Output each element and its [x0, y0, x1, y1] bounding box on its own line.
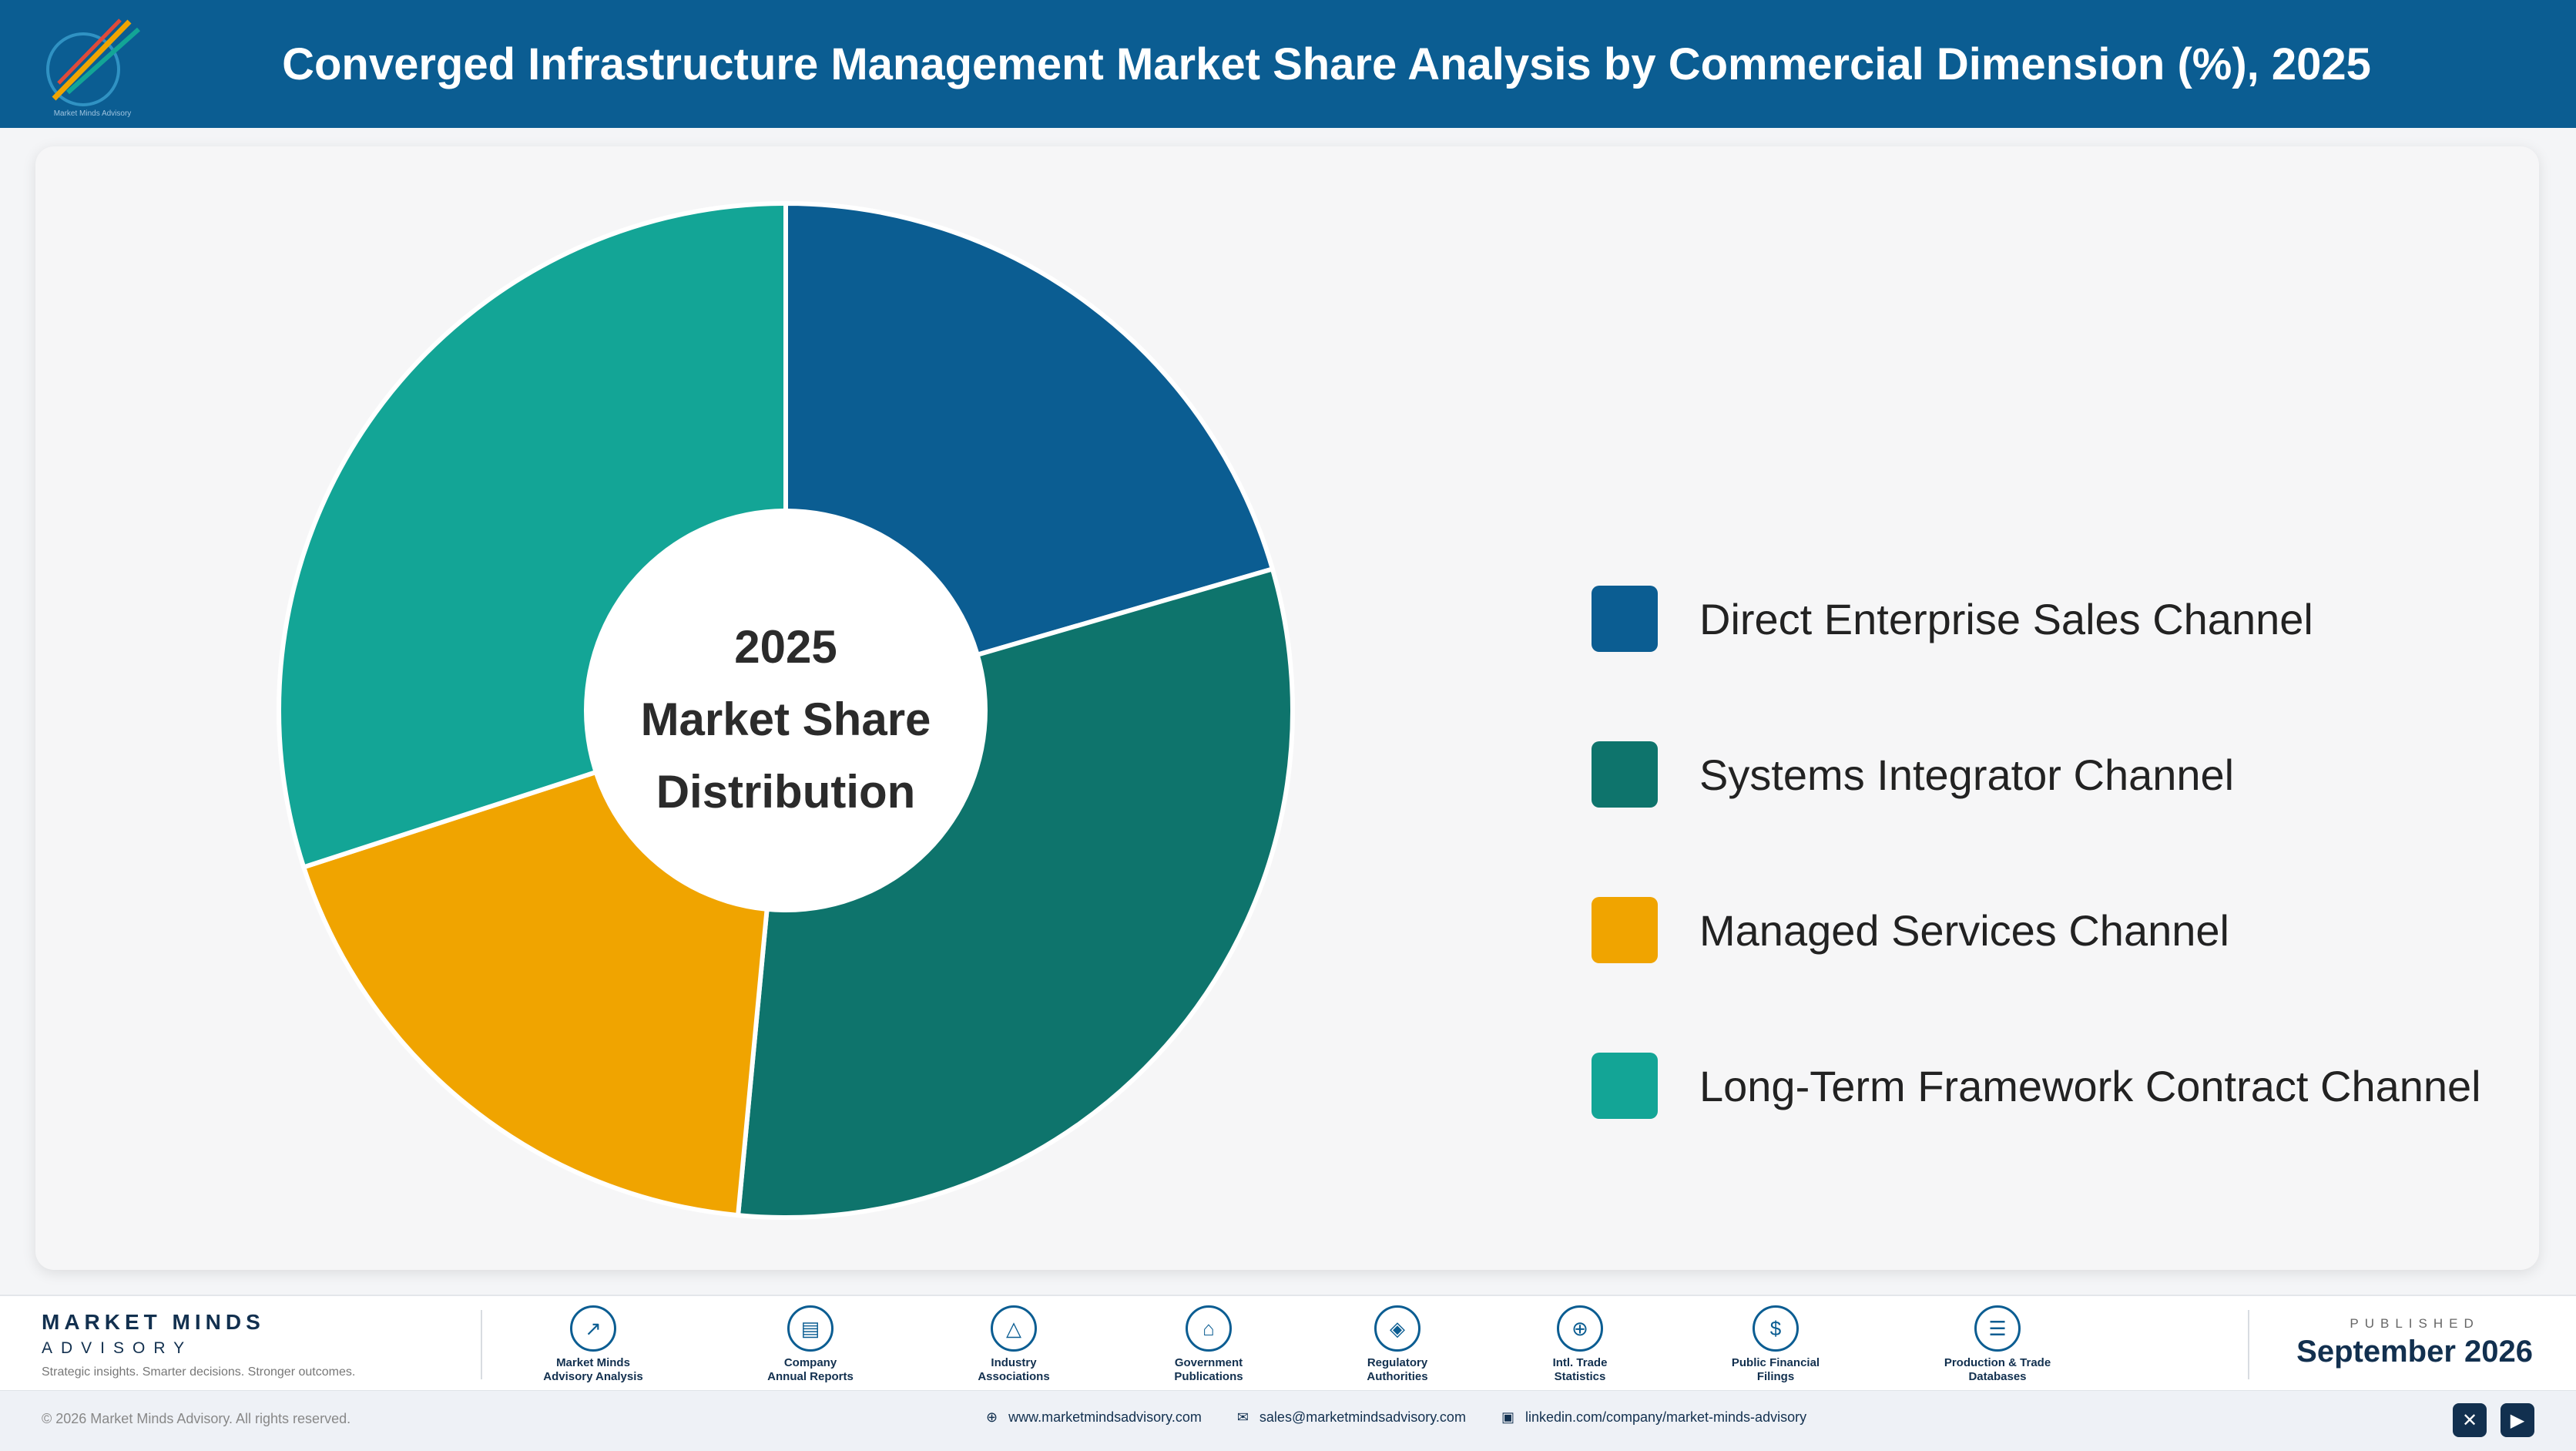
website-text: www.marketmindsadvisory.com: [1008, 1409, 1202, 1425]
chart-card: 2025 Market Share Distribution Direct Ente…: [35, 146, 2539, 1270]
building-icon: ⌂: [1186, 1305, 1232, 1352]
shield-icon: ◈: [1374, 1305, 1420, 1352]
source-item[interactable]: ⊕ Intl. Trade Statistics: [1503, 1305, 1657, 1384]
legend-item[interactable]: Long-Term Framework Contract Channel: [1592, 1053, 2481, 1119]
network-icon: △: [991, 1305, 1037, 1352]
donut-hole: [584, 509, 988, 912]
legend-item[interactable]: Systems Integrator Channel: [1592, 741, 2234, 808]
x-social-button[interactable]: ✕: [2453, 1403, 2487, 1437]
footer-divider: [2248, 1310, 2249, 1379]
source-item[interactable]: △ Industry Associations: [937, 1305, 1091, 1384]
source-item[interactable]: ⌂ Government Publications: [1132, 1305, 1286, 1384]
data-sources: ↗ Market Minds Advisory Analysis ▤ Company An…: [539, 1305, 2157, 1390]
header-bar: Market Minds Advisory Converged Infrastr…: [0, 0, 2576, 128]
donut-chart: 2025 Market Share Distribution: [277, 200, 1295, 1220]
brand-subtitle: ADVISORY: [42, 1339, 193, 1357]
source-label: Regulatory Authorities: [1367, 1356, 1428, 1383]
legend-label: Managed Services Channel: [1699, 905, 2229, 955]
source-label: Public Financial Filings: [1731, 1356, 1820, 1383]
linkedin-icon: ▣: [1501, 1409, 1514, 1425]
contact-links: ⊕ www.marketmindsadvisory.com ✉ sales@ma…: [986, 1409, 1806, 1426]
source-label: Company Annual Reports: [767, 1356, 854, 1383]
legend-label: Long-Term Framework Contract Channel: [1699, 1061, 2481, 1110]
trend-icon: ↗: [570, 1305, 616, 1352]
legend-item[interactable]: Managed Services Channel: [1592, 897, 2229, 963]
page-title: Converged Infrastructure Management Mark…: [282, 39, 2371, 89]
source-label: Industry Associations: [978, 1356, 1050, 1383]
donut-center-text: Distribution: [656, 766, 916, 818]
social-buttons: ✕ ▶: [2453, 1403, 2534, 1437]
source-label: Market Minds Advisory Analysis: [543, 1356, 643, 1383]
published-block: PUBLISHED September 2026: [2296, 1316, 2533, 1369]
database-icon: ☰: [1974, 1305, 2021, 1352]
legend-swatch: [1592, 897, 1658, 963]
youtube-social-button[interactable]: ▶: [2501, 1403, 2534, 1437]
footer: MARKET MINDS ADVISORY Strategic insights…: [0, 1295, 2576, 1390]
source-item[interactable]: ↗ Market Minds Advisory Analysis: [516, 1305, 670, 1384]
email-link[interactable]: ✉ sales@marketmindsadvisory.com: [1237, 1409, 1466, 1426]
company-logo[interactable]: Market Minds Advisory: [37, 6, 153, 122]
source-item[interactable]: ▤ Company Annual Reports: [733, 1305, 887, 1384]
website-link[interactable]: ⊕ www.marketmindsadvisory.com: [986, 1409, 1202, 1426]
source-label: Government Publications: [1174, 1356, 1243, 1383]
footer-divider: [481, 1310, 482, 1379]
legend-swatch: [1592, 1053, 1658, 1119]
linkedin-link[interactable]: ▣ linkedin.com/company/market-minds-advi…: [1501, 1409, 1806, 1426]
published-date: September 2026: [2296, 1335, 2533, 1369]
bottom-bar: © 2026 Market Minds Advisory. All rights…: [0, 1390, 2576, 1451]
source-label: Production & Trade Databases: [1944, 1356, 2051, 1383]
document-icon: ▤: [787, 1305, 834, 1352]
source-item[interactable]: $ Public Financial Filings: [1699, 1305, 1853, 1384]
published-label: PUBLISHED: [2350, 1316, 2480, 1331]
legend-swatch: [1592, 741, 1658, 808]
svg-text:Market Minds Advisory: Market Minds Advisory: [54, 109, 132, 118]
legend-item[interactable]: Direct Enterprise Sales Channel: [1592, 586, 2313, 652]
source-item[interactable]: ◈ Regulatory Authorities: [1320, 1305, 1474, 1384]
coin-icon: $: [1753, 1305, 1799, 1352]
donut-center-text: 2025: [734, 621, 837, 673]
legend-label: Systems Integrator Channel: [1699, 750, 2235, 799]
source-item[interactable]: ☰ Production & Trade Databases: [1920, 1305, 2075, 1384]
play-icon: ▶: [2510, 1409, 2525, 1431]
x-icon: ✕: [2461, 1409, 2478, 1431]
legend-label: Direct Enterprise Sales Channel: [1699, 594, 2313, 643]
mail-icon: ✉: [1236, 1409, 1249, 1425]
copyright-text: © 2026 Market Minds Advisory. All rights…: [42, 1411, 351, 1426]
globe-icon: ⊕: [1557, 1305, 1603, 1352]
linkedin-text: linkedin.com/company/market-minds-adviso…: [1524, 1409, 1807, 1425]
source-label: Intl. Trade Statistics: [1552, 1356, 1608, 1383]
brand-name: MARKET MINDS: [42, 1310, 265, 1334]
donut-center-text: Market Share: [641, 694, 931, 745]
brand-tagline: Strategic insights. Smarter decisions. S…: [42, 1365, 356, 1379]
globe-icon: ⊕: [986, 1409, 998, 1425]
brand-block: MARKET MINDS ADVISORY Strategic insights…: [42, 1310, 355, 1379]
legend-swatch: [1592, 586, 1658, 652]
email-text: sales@marketmindsadvisory.com: [1259, 1409, 1466, 1425]
